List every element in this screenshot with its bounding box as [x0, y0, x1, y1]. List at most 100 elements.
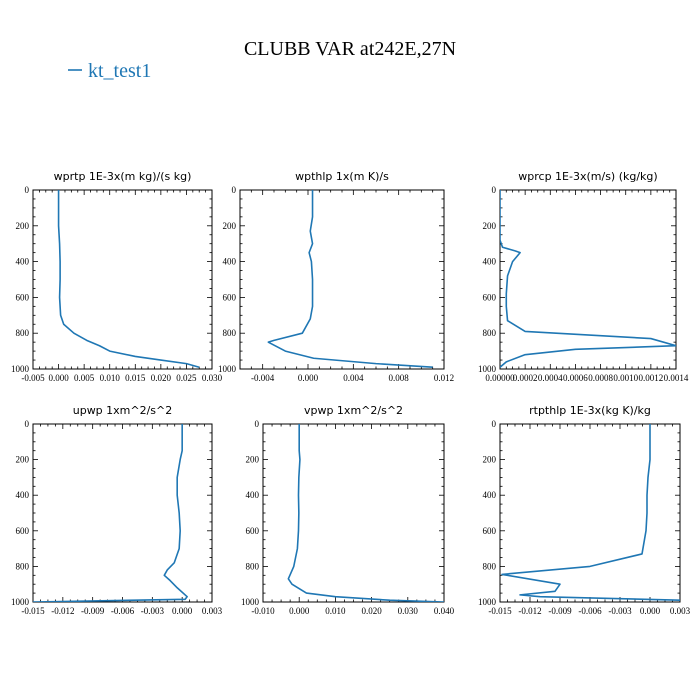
- x-tick-label: -0.010: [251, 606, 275, 616]
- legend: kt_test1: [68, 60, 151, 82]
- y-tick-label: 800: [223, 328, 237, 338]
- panels-container: wprtp 1E-3x(m kg)/(s kg)-0.005 0.000 0.005…: [11, 170, 691, 616]
- y-tick-label: 600: [483, 526, 497, 536]
- x-tick-label: 0.020: [361, 606, 382, 616]
- y-tick-label: 400: [223, 257, 237, 267]
- y-tick-label: 200: [223, 221, 237, 231]
- panel-2: wpthlp 1x(m K)/s -0.004 0.000 0.004 0.008 0.0…: [218, 170, 454, 383]
- x-tick-label: 0.004: [343, 373, 364, 383]
- panel-5: vpwp 1xm^2/s^2 -0.010 0.000 0.010 0.020 0.030…: [241, 404, 455, 616]
- y-tick-label: 600: [16, 526, 30, 536]
- x-tick-label: -0.004: [251, 373, 275, 383]
- y-tick-label: 200: [16, 455, 30, 465]
- y-tick-label: 1000: [241, 597, 260, 607]
- x-tick-label: -0.006: [111, 606, 135, 616]
- x-tick-label: 0.000: [298, 373, 319, 383]
- x-tick-label: -0.009: [548, 606, 572, 616]
- y-tick-label: 200: [246, 455, 260, 465]
- y-tick-label: 1000: [478, 364, 497, 374]
- y-tick-label: 0: [492, 185, 497, 195]
- y-tick-label: 0: [255, 419, 260, 429]
- series-line-kt_test1: [501, 424, 680, 602]
- x-tick-label: -0.015: [21, 606, 45, 616]
- y-tick-label: 400: [246, 490, 260, 500]
- y-tick-label: 400: [483, 257, 497, 267]
- x-tick-label: 0.0002: [513, 373, 538, 383]
- x-tick-label: 0.000: [640, 606, 661, 616]
- series-line-kt_test1: [500, 190, 676, 368]
- y-tick-label: 400: [16, 490, 30, 500]
- plot-frame: [499, 423, 681, 603]
- x-tick-label: 0.030: [202, 373, 223, 383]
- x-tick-label: 0.003: [202, 606, 223, 616]
- x-tick-label: 0.005: [74, 373, 95, 383]
- x-tick-label: 0.0006: [563, 373, 588, 383]
- x-tick-label: -0.012: [518, 606, 541, 616]
- panel-1: wprtp 1E-3x(m kg)/(s kg) -0.005 0.000 0.005…: [11, 170, 223, 383]
- series-line-kt_test1: [267, 190, 433, 369]
- y-tick-label: 1000: [218, 364, 237, 374]
- x-tick-label: 0.040: [434, 606, 455, 616]
- y-tick-label: 200: [16, 221, 30, 231]
- y-tick-label: 800: [16, 561, 30, 571]
- x-tick-label: -0.009: [81, 606, 105, 616]
- x-tick-label: 0.0014: [664, 373, 689, 383]
- x-tick-label: 0.010: [100, 373, 121, 383]
- y-tick-label: 600: [223, 292, 237, 302]
- series-line-kt_test1: [287, 424, 444, 602]
- panel-title: wprtp 1E-3x(m kg)/(s kg): [54, 170, 192, 183]
- y-tick-label: 800: [246, 561, 260, 571]
- x-tick-label: -0.015: [488, 606, 512, 616]
- x-tick-label: 0.015: [125, 373, 146, 383]
- plot-frame: [32, 423, 213, 603]
- x-tick-label: 0.000: [48, 373, 69, 383]
- y-tick-label: 800: [483, 561, 497, 571]
- plot-frame: [499, 189, 677, 370]
- y-tick-label: 1000: [478, 597, 497, 607]
- series-line-kt_test1: [33, 424, 188, 602]
- y-tick-label: 1000: [11, 597, 30, 607]
- panel-title: wprcp 1E-3x(m/s) (kg/kg): [518, 170, 657, 183]
- panel-title: rtpthlp 1E-3x(kg K)/kg: [529, 404, 651, 417]
- panel-title: vpwp 1xm^2/s^2: [304, 404, 403, 417]
- x-tick-label: 0.030: [398, 606, 419, 616]
- figure-title: CLUBB VAR at242E,27N: [244, 38, 456, 60]
- x-tick-label: 0.0012: [638, 373, 663, 383]
- legend-label-kt-test1: kt_test1: [88, 60, 151, 82]
- panel-4: upwp 1xm^2/s^2 -0.015 -0.012 -0.009 -0.006 -0…: [11, 404, 223, 616]
- y-tick-label: 1000: [11, 364, 30, 374]
- x-tick-label: -0.003: [141, 606, 165, 616]
- panel-title: upwp 1xm^2/s^2: [73, 404, 173, 417]
- series-line-kt_test1: [57, 190, 200, 368]
- x-tick-label: 0.025: [176, 373, 197, 383]
- x-tick-label: 0.0008: [588, 373, 613, 383]
- x-tick-label: -0.005: [21, 373, 45, 383]
- x-tick-label: 0.010: [325, 606, 346, 616]
- y-tick-label: 0: [25, 419, 30, 429]
- y-tick-label: 200: [483, 221, 497, 231]
- x-tick-label: 0.003: [670, 606, 691, 616]
- y-tick-label: 0: [25, 185, 30, 195]
- y-tick-label: 800: [16, 328, 30, 338]
- panel-6: rtpthlp 1E-3x(kg K)/kg -0.015 -0.012 -0.009…: [478, 404, 691, 616]
- x-tick-label: 0.00000: [485, 373, 515, 383]
- x-tick-label: 0.0010: [613, 373, 638, 383]
- panel-title: wpthlp 1x(m K)/s: [295, 170, 389, 183]
- x-tick-label: -0.012: [51, 606, 74, 616]
- y-tick-label: 200: [483, 455, 497, 465]
- x-tick-label: 0.012: [434, 373, 454, 383]
- y-tick-label: 600: [16, 292, 30, 302]
- y-tick-label: 600: [246, 526, 260, 536]
- x-tick-label: 0.008: [389, 373, 410, 383]
- x-tick-label: 0.0004: [538, 373, 563, 383]
- x-tick-label: 0.020: [151, 373, 172, 383]
- x-tick-label: -0.003: [608, 606, 632, 616]
- x-tick-label: 0.000: [289, 606, 310, 616]
- y-tick-label: 600: [483, 292, 497, 302]
- x-tick-label: 0.000: [172, 606, 193, 616]
- y-tick-label: 400: [16, 257, 30, 267]
- x-tick-label: -0.006: [578, 606, 602, 616]
- y-tick-label: 0: [492, 419, 497, 429]
